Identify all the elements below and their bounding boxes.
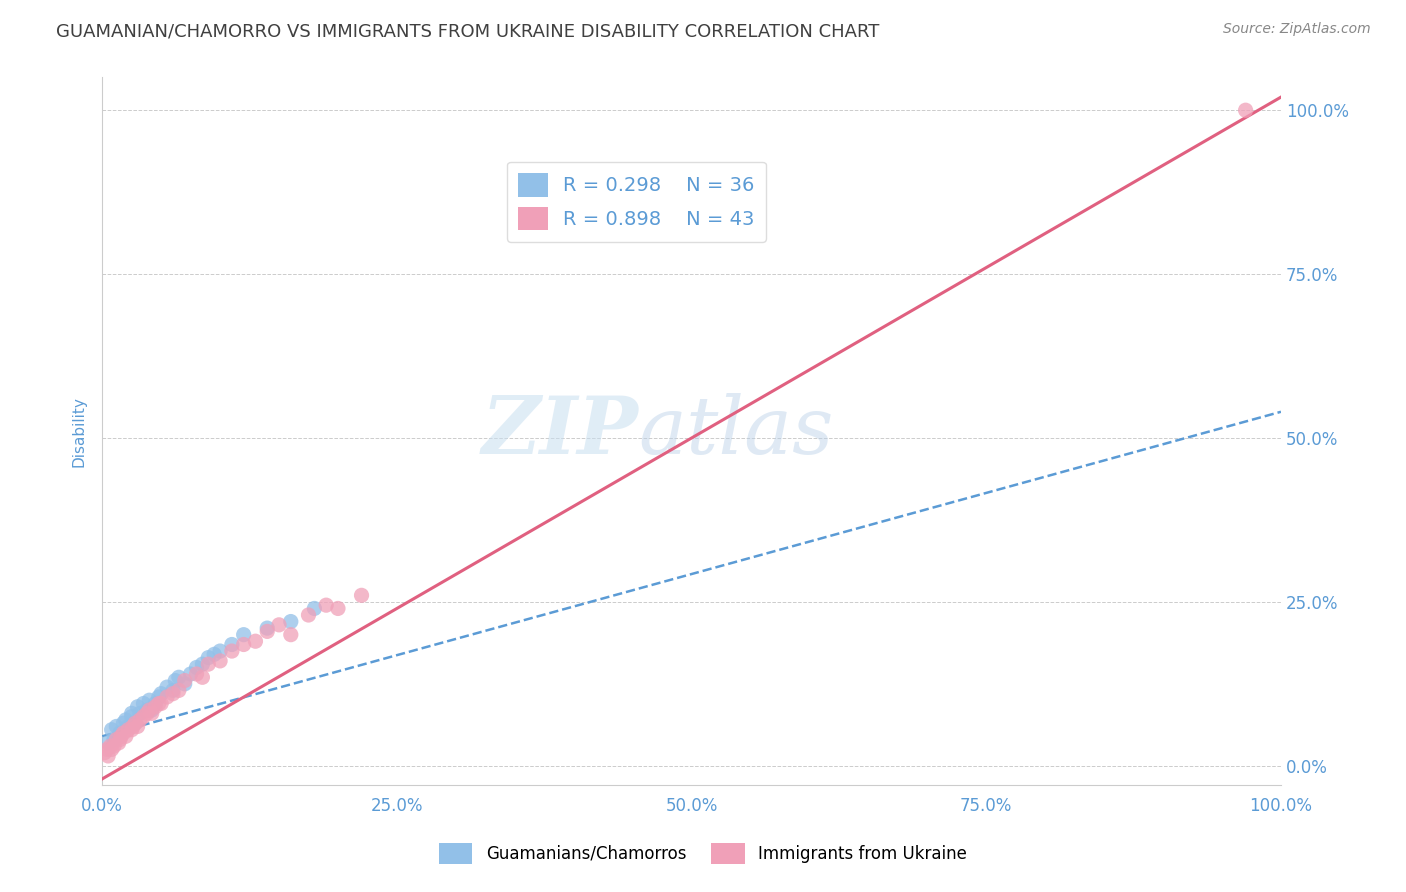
Point: [256, 621, 278, 635]
Point: [326, 601, 349, 615]
Point: [197, 650, 219, 665]
Point: [105, 719, 128, 733]
Point: [112, 726, 135, 740]
Point: [280, 615, 302, 629]
Point: [124, 716, 146, 731]
Point: [121, 706, 143, 721]
Point: [304, 601, 326, 615]
Point: [117, 719, 139, 733]
Point: [167, 670, 190, 684]
Point: [93, 746, 115, 760]
Point: [209, 644, 232, 658]
Point: [280, 628, 302, 642]
Point: [97, 736, 120, 750]
Point: [105, 732, 128, 747]
Point: [350, 588, 373, 602]
Point: [186, 660, 208, 674]
Point: [112, 716, 135, 731]
Point: [108, 726, 131, 740]
Text: ZIP: ZIP: [482, 392, 638, 470]
Point: [148, 697, 170, 711]
Point: [129, 713, 152, 727]
Point: [103, 739, 125, 753]
Point: [173, 677, 195, 691]
Point: [117, 723, 139, 737]
Point: [156, 680, 179, 694]
Y-axis label: Disability: Disability: [72, 396, 86, 467]
Point: [197, 657, 219, 672]
Point: [100, 723, 122, 737]
Point: [191, 657, 214, 672]
Point: [148, 690, 170, 704]
Point: [150, 687, 173, 701]
Point: [167, 683, 190, 698]
Text: GUAMANIAN/CHAMORRO VS IMMIGRANTS FROM UKRAINE DISABILITY CORRELATION CHART: GUAMANIAN/CHAMORRO VS IMMIGRANTS FROM UK…: [56, 22, 880, 40]
Point: [136, 703, 159, 717]
Point: [108, 732, 131, 747]
Point: [132, 697, 155, 711]
Point: [103, 732, 125, 747]
Point: [267, 617, 290, 632]
Point: [232, 628, 254, 642]
Point: [221, 644, 243, 658]
Point: [232, 638, 254, 652]
Point: [110, 729, 132, 743]
Point: [96, 742, 118, 756]
Point: [297, 607, 319, 622]
Point: [129, 706, 152, 721]
Point: [162, 683, 184, 698]
Point: [180, 667, 202, 681]
Point: [121, 723, 143, 737]
Point: [136, 706, 159, 721]
Point: [138, 703, 160, 717]
Point: [245, 634, 267, 648]
Point: [138, 693, 160, 707]
Point: [127, 699, 149, 714]
Point: [143, 699, 166, 714]
Point: [121, 709, 143, 723]
Point: [1234, 103, 1257, 118]
Point: [173, 673, 195, 688]
Point: [107, 736, 129, 750]
Legend: Guamanians/Chamorros, Immigrants from Ukraine: Guamanians/Chamorros, Immigrants from Uk…: [433, 837, 973, 871]
Point: [165, 673, 187, 688]
Point: [127, 719, 149, 733]
Text: atlas: atlas: [638, 392, 834, 470]
Point: [186, 667, 208, 681]
Point: [124, 716, 146, 731]
Point: [114, 729, 136, 743]
Point: [202, 648, 225, 662]
Point: [121, 719, 143, 733]
Point: [141, 706, 163, 721]
Point: [143, 697, 166, 711]
Point: [100, 742, 122, 756]
Point: [191, 670, 214, 684]
Point: [209, 654, 232, 668]
Point: [315, 598, 337, 612]
Point: [156, 690, 179, 704]
Point: [256, 624, 278, 639]
Point: [150, 697, 173, 711]
Point: [97, 748, 120, 763]
Point: [132, 709, 155, 723]
Legend: R = 0.298    N = 36, R = 0.898    N = 43: R = 0.298 N = 36, R = 0.898 N = 43: [506, 161, 766, 242]
Point: [221, 638, 243, 652]
Text: Source: ZipAtlas.com: Source: ZipAtlas.com: [1223, 22, 1371, 37]
Point: [141, 703, 163, 717]
Point: [114, 713, 136, 727]
Point: [100, 739, 122, 753]
Point: [162, 687, 184, 701]
